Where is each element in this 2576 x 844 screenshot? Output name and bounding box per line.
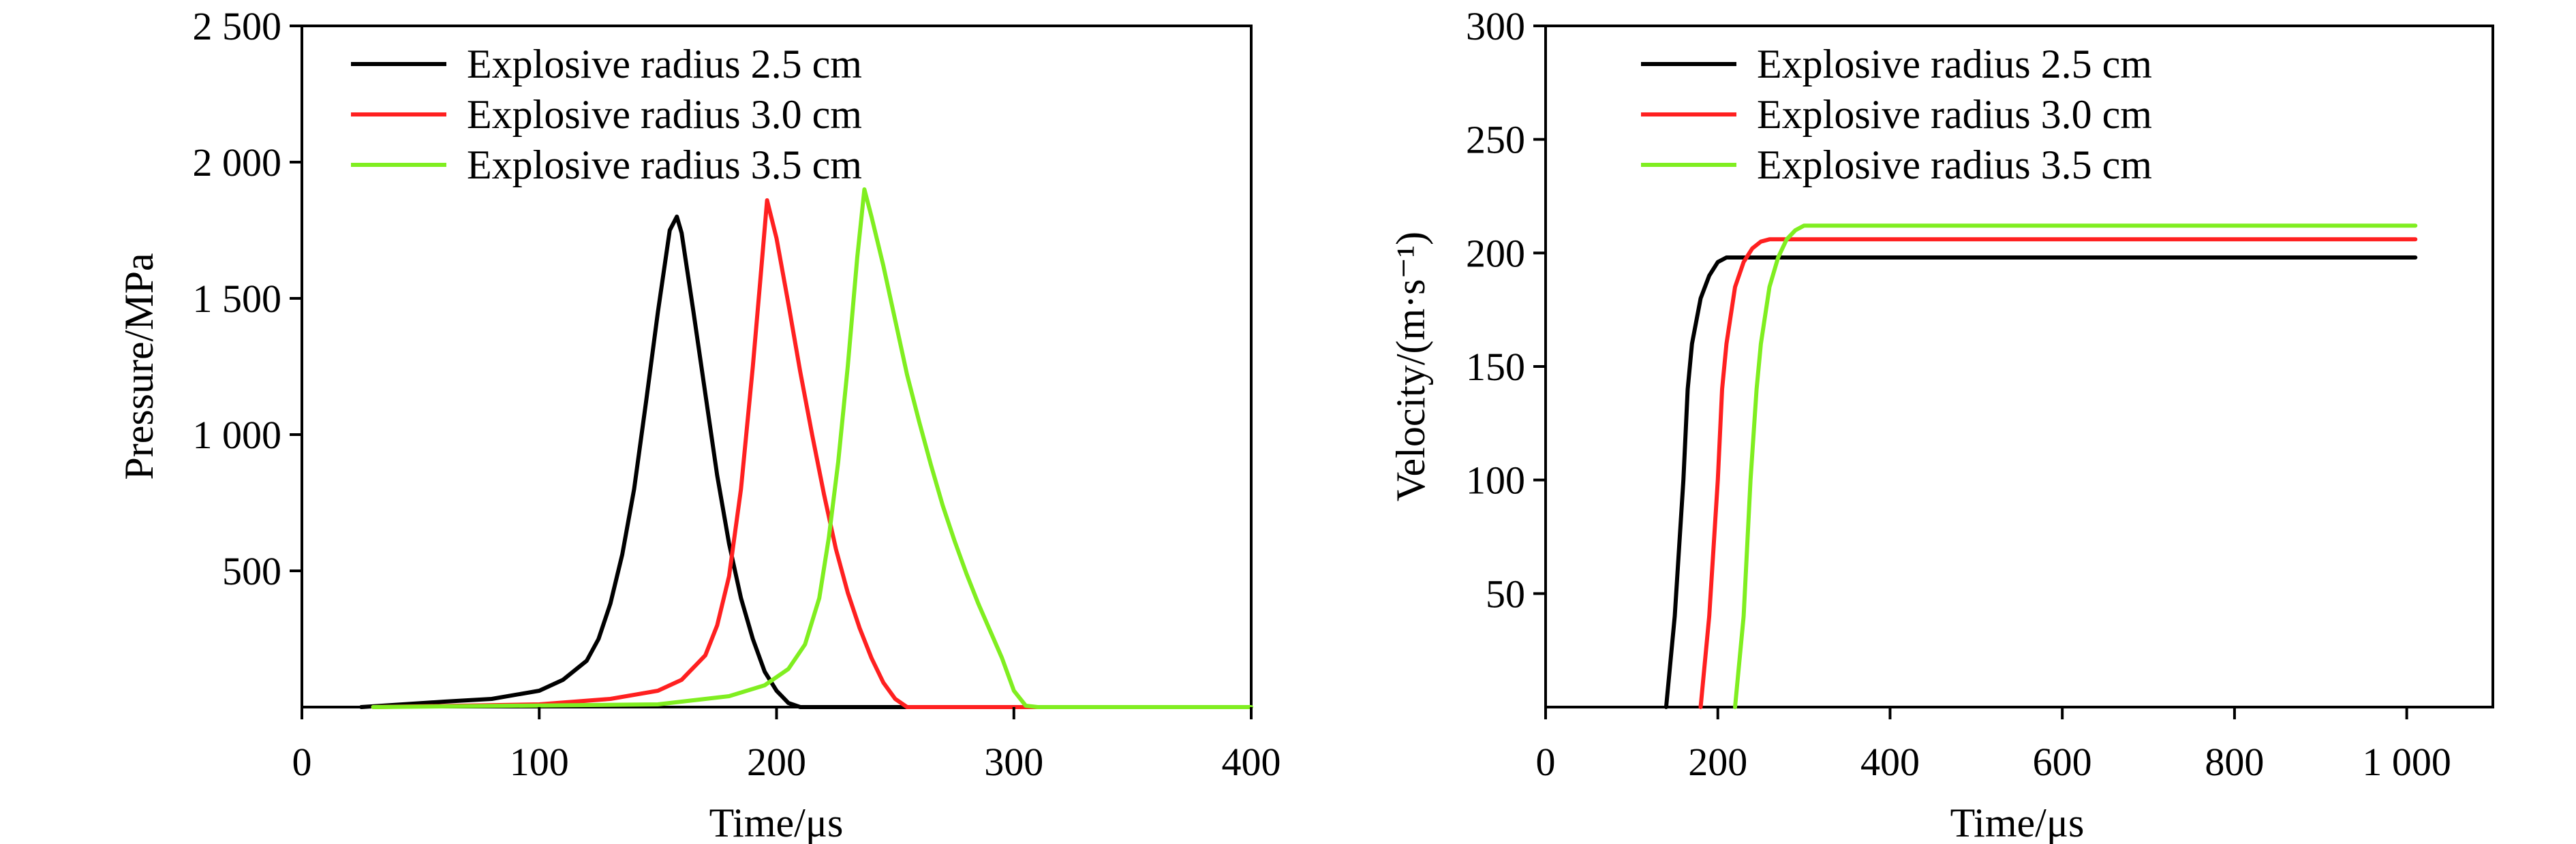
pressure-legend: Explosive radius 2.5 cm Explosive radius … <box>351 42 862 187</box>
velocity-legend-label-3: Explosive radius 3.5 cm <box>1757 142 2152 187</box>
pressure-y-tick-label: 1 500 <box>193 277 282 321</box>
velocity-y-tick-label: 50 <box>1486 572 1525 616</box>
pressure-y-tick-label: 500 <box>222 549 281 593</box>
velocity-y-tick-label: 100 <box>1466 458 1525 503</box>
velocity-y-tick-label: 150 <box>1466 345 1525 389</box>
velocity-x-tick-label: 600 <box>2033 740 2092 784</box>
pressure-legend-label-3: Explosive radius 3.5 cm <box>467 142 862 187</box>
pressure-series-line-2 <box>371 198 1088 709</box>
pressure-x-tick-label: 400 <box>1222 740 1281 784</box>
pressure-x-tick-label: 0 <box>292 740 312 784</box>
velocity-series-layer <box>1663 223 2418 709</box>
velocity-legend: Explosive radius 2.5 cm Explosive radius … <box>1641 42 2152 187</box>
velocity-series-line-2 <box>1698 237 2418 709</box>
velocity-y-axis-title: Velocity/(m·s⁻¹) <box>1388 232 1433 501</box>
pressure-x-tick-label: 100 <box>510 740 569 784</box>
pressure-series-line-1 <box>359 215 1016 709</box>
pressure-chart: 0 100 200 300 400 500 1 000 1 500 2 000 2 500 Exp… <box>117 4 1281 844</box>
pressure-legend-label-1: Explosive radius 2.5 cm <box>467 42 862 87</box>
pressure-x-tick-label: 300 <box>984 740 1043 784</box>
velocity-y-tick-label: 250 <box>1466 118 1525 162</box>
velocity-legend-label-1: Explosive radius 2.5 cm <box>1757 42 2152 87</box>
pressure-y-tick-label: 1 000 <box>193 413 282 457</box>
velocity-x-tick-label: 200 <box>1688 740 1747 784</box>
pressure-series-layer <box>359 187 1253 709</box>
pressure-y-tick-label: 2 500 <box>193 4 282 48</box>
pressure-legend-label-2: Explosive radius 3.0 cm <box>467 92 862 137</box>
velocity-x-tick-label: 1 000 <box>2362 740 2451 784</box>
velocity-x-tick-label: 800 <box>2205 740 2264 784</box>
velocity-x-tick-label: 0 <box>1536 740 1556 784</box>
pressure-x-tick-label: 200 <box>747 740 806 784</box>
pressure-ticks-layer: 0 100 200 300 400 500 1 000 1 500 2 000 2 500 <box>193 4 1281 784</box>
velocity-legend-label-2: Explosive radius 3.0 cm <box>1757 92 2152 137</box>
velocity-ticks-layer: 0 200 400 600 800 1 000 50 100 150 200 250 300 <box>1466 4 2451 784</box>
velocity-y-tick-label: 200 <box>1466 231 1525 275</box>
velocity-series-line-1 <box>1663 255 2418 709</box>
pressure-y-tick-label: 2 000 <box>193 140 282 185</box>
velocity-x-axis-title: Time/μs <box>1950 800 2085 844</box>
velocity-chart: 0 200 400 600 800 1 000 50 100 150 200 250 300 Expl… <box>1388 4 2494 844</box>
velocity-x-tick-label: 400 <box>1860 740 1920 784</box>
pressure-x-axis-title: Time/μs <box>709 800 844 844</box>
pressure-y-axis-title: Pressure/MPa <box>117 253 162 480</box>
velocity-y-tick-label: 300 <box>1466 4 1525 48</box>
velocity-series-line-3 <box>1733 223 2418 709</box>
pressure-series-line-3 <box>371 187 1253 709</box>
